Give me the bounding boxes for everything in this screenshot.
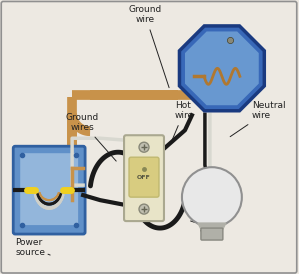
FancyBboxPatch shape — [201, 228, 223, 240]
Text: Ground
wires: Ground wires — [65, 113, 116, 161]
Text: Ground
wire: Ground wire — [128, 5, 169, 88]
FancyBboxPatch shape — [13, 146, 85, 234]
Text: Neutral
wire: Neutral wire — [230, 101, 286, 137]
Circle shape — [139, 204, 149, 214]
Text: Hot
wire: Hot wire — [171, 101, 194, 143]
FancyBboxPatch shape — [129, 157, 159, 197]
FancyBboxPatch shape — [20, 153, 78, 225]
Circle shape — [139, 142, 149, 152]
Polygon shape — [198, 223, 226, 229]
Text: Power
source: Power source — [15, 238, 50, 257]
Polygon shape — [185, 32, 259, 105]
Text: Hot
wire: Hot wire — [190, 218, 219, 237]
Polygon shape — [179, 26, 264, 111]
Circle shape — [182, 167, 242, 227]
Text: OFF: OFF — [137, 175, 151, 180]
FancyBboxPatch shape — [124, 135, 164, 221]
